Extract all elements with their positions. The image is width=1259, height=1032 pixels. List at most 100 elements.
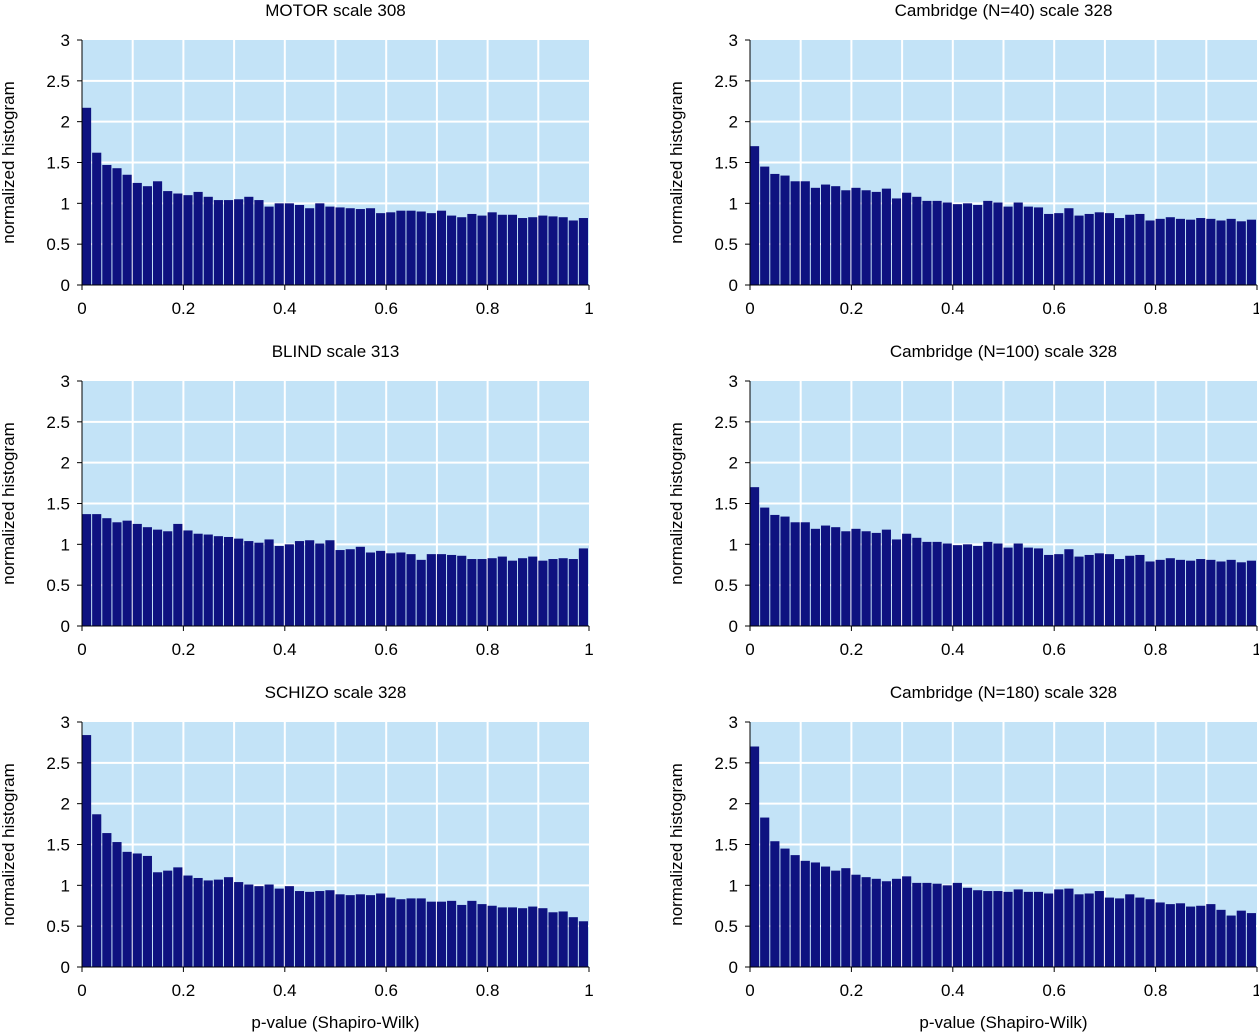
x-tick-label: 0.8 xyxy=(1144,640,1168,659)
histogram-bar xyxy=(1104,897,1115,967)
histogram-bar xyxy=(1236,221,1246,285)
histogram-bar xyxy=(112,842,122,967)
histogram-bar xyxy=(820,184,831,285)
chart-title: Cambridge (N=100) scale 328 xyxy=(890,342,1117,361)
y-tick-label: 2 xyxy=(729,795,738,814)
histogram-bar xyxy=(173,193,183,285)
histogram-bar xyxy=(942,202,952,285)
histogram-bar xyxy=(284,544,294,626)
x-tick-label: 0.8 xyxy=(1144,981,1168,1000)
histogram-bar xyxy=(234,538,244,626)
histogram-bar xyxy=(922,200,932,285)
histogram-bar xyxy=(518,558,528,626)
histogram-bar xyxy=(416,898,426,967)
histogram-bar xyxy=(760,166,770,285)
histogram-bar xyxy=(942,885,952,967)
y-tick-label: 1 xyxy=(729,194,738,213)
histogram-bar xyxy=(203,534,213,626)
histogram-bar xyxy=(1206,904,1216,967)
histogram-bar xyxy=(1145,899,1155,967)
histogram-bar xyxy=(1044,213,1054,285)
histogram-bar xyxy=(922,541,932,626)
histogram-bar xyxy=(142,855,152,967)
x-tick-label: 0.4 xyxy=(941,981,965,1000)
y-tick-label: 0.5 xyxy=(46,235,70,254)
histogram-bar xyxy=(1084,213,1094,285)
y-axis-label: normalized histogram xyxy=(667,81,686,244)
histogram-bar xyxy=(871,532,881,626)
x-tick-label: 1 xyxy=(584,299,593,318)
histogram-bar xyxy=(355,894,365,967)
histogram-bar xyxy=(294,891,305,967)
y-tick-label: 0.5 xyxy=(714,576,738,595)
x-tick-label: 1 xyxy=(1252,299,1259,318)
histogram-bar xyxy=(810,187,820,285)
y-tick-label: 2 xyxy=(61,795,70,814)
histogram-bar xyxy=(1003,206,1013,285)
histogram-bar xyxy=(274,545,284,626)
histogram-bar xyxy=(152,529,163,626)
x-tick-label: 0 xyxy=(77,299,86,318)
histogram-bar xyxy=(223,877,234,967)
histogram-bar xyxy=(1064,549,1074,626)
histogram-bar xyxy=(1175,559,1186,626)
x-tick-label: 0.6 xyxy=(1042,299,1066,318)
histogram-bar xyxy=(841,531,851,626)
histogram-bar xyxy=(952,204,962,285)
histogram-bar xyxy=(790,855,800,967)
histogram-bar xyxy=(770,173,780,285)
histogram-bar xyxy=(538,215,548,285)
histogram-bar xyxy=(1226,218,1236,285)
x-axis-label: p-value (Shapiro-Wilk) xyxy=(251,1013,419,1032)
histogram-bar xyxy=(173,867,183,967)
histogram-bar xyxy=(1246,560,1256,626)
histogram-bar xyxy=(497,214,507,285)
chart-panel: 0 0.5 1 1.5 2 2.5 3 0 0.2 0.4 0.6 0.8 1 Cambridge (N=… xyxy=(667,342,1259,659)
x-tick-label: 1 xyxy=(584,640,593,659)
histogram-bar xyxy=(891,878,902,967)
histogram-bar xyxy=(932,200,942,285)
histogram-bar xyxy=(477,559,487,626)
y-tick-label: 1.5 xyxy=(46,154,70,173)
histogram-bar xyxy=(1165,217,1175,285)
chart-panel: 0 0.5 1 1.5 2 2.5 3 0 0.2 0.4 0.6 0.8 1 Cambridge (N=… xyxy=(667,1,1259,318)
x-axis-label: p-value (Shapiro-Wilk) xyxy=(919,1013,1087,1032)
histogram-bar xyxy=(487,212,497,285)
histogram-bar xyxy=(1196,218,1206,285)
histogram-bar xyxy=(1023,206,1033,285)
x-tick-label: 0 xyxy=(745,299,754,318)
histogram-bar xyxy=(1236,562,1246,626)
histogram-bar xyxy=(396,899,406,967)
y-tick-label: 0.5 xyxy=(46,576,70,595)
histogram-bar xyxy=(1246,219,1256,285)
histogram-bar xyxy=(770,514,780,626)
histogram-bar xyxy=(213,200,223,285)
histogram-bar xyxy=(790,522,800,626)
histogram-bar xyxy=(1003,891,1013,967)
histogram-bar xyxy=(1155,559,1165,626)
histogram-bar xyxy=(578,548,588,626)
x-tick-label: 0.4 xyxy=(273,640,297,659)
histogram-bar xyxy=(1206,218,1216,285)
x-tick-label: 0.8 xyxy=(476,640,500,659)
x-tick-label: 0 xyxy=(745,981,754,1000)
histogram-bar xyxy=(152,872,163,967)
y-tick-label: 3 xyxy=(61,372,70,391)
histogram-bar xyxy=(447,900,457,967)
histogram-bar xyxy=(122,174,132,285)
histogram-bar xyxy=(436,210,447,285)
y-tick-label: 2.5 xyxy=(714,413,738,432)
histogram-bar xyxy=(1145,561,1155,626)
histogram-bar xyxy=(426,554,436,626)
histogram-bar xyxy=(871,191,881,285)
histogram-bar xyxy=(142,527,152,626)
histogram-bar xyxy=(538,908,548,967)
y-axis-label: normalized histogram xyxy=(0,81,18,244)
y-tick-label: 1.5 xyxy=(46,495,70,514)
histogram-bar xyxy=(386,897,396,967)
y-tick-label: 0.5 xyxy=(714,917,738,936)
histogram-bar xyxy=(760,507,770,626)
histogram-bar xyxy=(1054,213,1064,285)
histogram-bar xyxy=(750,746,760,967)
histogram-bar xyxy=(487,905,497,967)
